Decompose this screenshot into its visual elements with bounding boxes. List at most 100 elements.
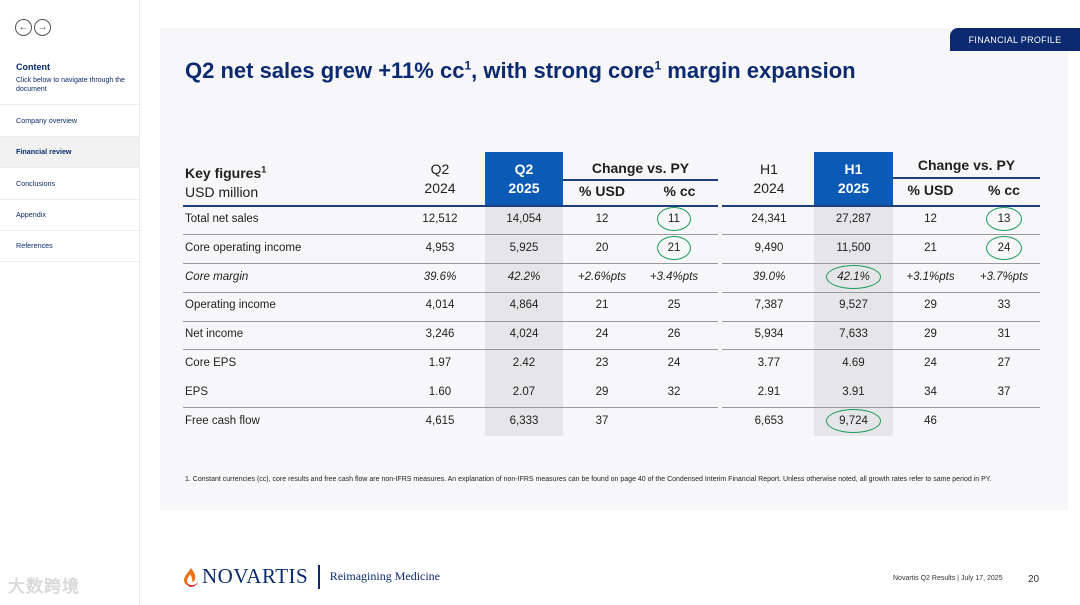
title-text-1: Q2 net sales grew +11% cc (185, 58, 465, 83)
h1-2025-column-shade (814, 205, 893, 436)
sidebar-item-references[interactable]: References (0, 230, 139, 262)
table-cell-qusd: 21 (595, 299, 609, 312)
table-cell-h24: 5,934 (754, 328, 784, 341)
table-cell-h25: 9,724 (839, 414, 868, 427)
table-cell-husd: 29 (924, 299, 937, 312)
q2-2025-header: Q2 2025 (485, 152, 563, 205)
highlight-circle-h1-core-op-cc (986, 236, 1022, 260)
brand-tagline: Reimagining Medicine (329, 569, 441, 583)
row-rule (183, 407, 718, 408)
cc-subheader-h1: % cc (988, 182, 1020, 198)
table-cell-hcc: +3.7%pts (979, 270, 1029, 283)
novartis-flame-icon (184, 567, 198, 587)
table-cell-q24: 3,246 (425, 328, 455, 341)
table-cell-qcc: 24 (667, 357, 681, 369)
table-cell-qusd: 29 (595, 385, 609, 398)
usd-subheader-h1: % USD (907, 182, 954, 198)
watermark: 大数跨境 (8, 577, 80, 596)
sidebar-item-conclusions[interactable]: Conclusions (0, 167, 139, 199)
row-rule (722, 407, 1040, 408)
highlight-circle-q2-core-op-cc (657, 236, 691, 260)
title-footnote-marker-2: 1 (654, 58, 662, 73)
change-vs-py-header-h1: Change vs. PY (917, 157, 1016, 173)
logo-divider (318, 564, 320, 589)
table-cell-hcc: 13 (997, 213, 1011, 225)
row-rule (183, 234, 718, 235)
row-rule (183, 349, 718, 350)
table-cell-q25: 2.07 (512, 385, 536, 398)
change-header-rule-q2 (563, 179, 718, 181)
table-cell-hcc: 31 (997, 328, 1011, 341)
q2-2025-header-line1: Q2 (514, 161, 534, 177)
row-label: Total net sales (185, 213, 259, 225)
table-cell-h25: 3.91 (842, 385, 865, 398)
q2-2024-header-line1: Q2 (430, 161, 450, 177)
back-arrow-icon[interactable]: ← (15, 19, 32, 36)
h1-2024-header: H1 2024 (734, 160, 804, 198)
row-rule (722, 234, 1040, 235)
table-cell-q24: 39.6% (423, 270, 457, 283)
sidebar-item-appendix[interactable]: Appendix (0, 198, 139, 231)
table-cell-h25: 11,500 (836, 241, 871, 254)
table-cell-h24: 7,387 (754, 299, 784, 312)
table-cell-qusd: +2.6%pts (577, 270, 627, 283)
table-cell-hcc: 33 (997, 299, 1011, 312)
row-rule (183, 263, 718, 264)
highlight-circle-h1-core-margin (826, 265, 881, 289)
row-label: Core EPS (185, 357, 237, 369)
cc-subheader-q2: % cc (663, 183, 696, 199)
unit-label: USD million (185, 183, 259, 200)
table-cell-hcc: 37 (997, 385, 1011, 398)
slide-background (160, 28, 1068, 510)
table-cell-q25: 14,054 (506, 213, 542, 225)
table-cell-qcc: 32 (667, 385, 681, 398)
table-cell-qusd: 37 (595, 414, 609, 427)
row-rule (183, 321, 718, 322)
novartis-logo: NOVARTIS Reimagining Medicine (183, 564, 440, 589)
h1-2024-header-line1: H1 (760, 161, 778, 177)
table-cell-husd: 29 (924, 328, 937, 341)
h1-2024-header-line2: 2024 (753, 180, 785, 196)
table-cell-qcc: +3.4%pts (649, 270, 699, 283)
footnote: 1. Constant currencies (cc), core result… (185, 476, 992, 483)
table-cell-qcc: 26 (667, 328, 681, 341)
table-cell-q25: 6,333 (509, 414, 539, 427)
h1-2025-header-line1: H1 (844, 161, 863, 177)
table-cell-q24: 4,615 (425, 414, 455, 427)
table-cell-q25: 4,024 (509, 328, 539, 341)
table-cell-husd: 46 (924, 414, 937, 427)
table-cell-husd: +3.1%pts (906, 270, 955, 283)
table-cell-h25: 7,633 (839, 328, 868, 341)
key-figures-label: Key figures (185, 164, 262, 181)
table-cell-q24: 4,953 (425, 241, 455, 254)
footer-meta: Novartis Q2 Results | July 17, 2025 (893, 575, 1003, 582)
row-rule (722, 349, 1040, 350)
row-rule (722, 292, 1040, 293)
title-text-3: margin expansion (661, 58, 856, 83)
table-cell-husd: 34 (924, 385, 937, 398)
forward-arrow-icon[interactable]: → (34, 19, 51, 36)
content-block: Content Click below to navigate through … (16, 62, 134, 94)
table-cell-h25: 9,527 (839, 299, 868, 312)
usd-subheader-q2: % USD (579, 183, 625, 199)
sidebar-item-financial-review[interactable]: Financial review (0, 135, 139, 167)
table-cell-qusd: 23 (595, 357, 609, 369)
key-figures-table: Key figures1 USD million Q2 2024 Q2 2025… (183, 152, 1040, 436)
row-label: EPS (185, 385, 209, 398)
table-cell-h25: 27,287 (835, 213, 872, 225)
title-text-2: , with strong core (471, 58, 655, 83)
table-cell-qusd: 12 (595, 213, 609, 225)
table-cell-q25: 4,864 (509, 299, 539, 312)
sidebar-item-company-overview[interactable]: Company overview (0, 104, 139, 136)
content-description: Click below to navigate through the docu… (16, 77, 125, 94)
sidebar-menu: Company overview Financial review Conclu… (0, 104, 139, 262)
h1-2025-header-line2: 2025 (837, 180, 870, 196)
h1-2025-header: H1 2025 (814, 152, 893, 205)
title-footnote-marker-1: 1 (464, 58, 472, 73)
table-cell-qcc: 11 (668, 213, 680, 225)
section-tag: FINANCIAL PROFILE (950, 28, 1080, 51)
q2-2025-header-line2: 2025 (508, 180, 540, 196)
change-vs-py-header-q2: Change vs. PY (591, 160, 690, 176)
key-figures-footnote-marker: 1 (261, 164, 267, 174)
page-title: Q2 net sales grew +11% cc1, with strong … (185, 58, 856, 84)
